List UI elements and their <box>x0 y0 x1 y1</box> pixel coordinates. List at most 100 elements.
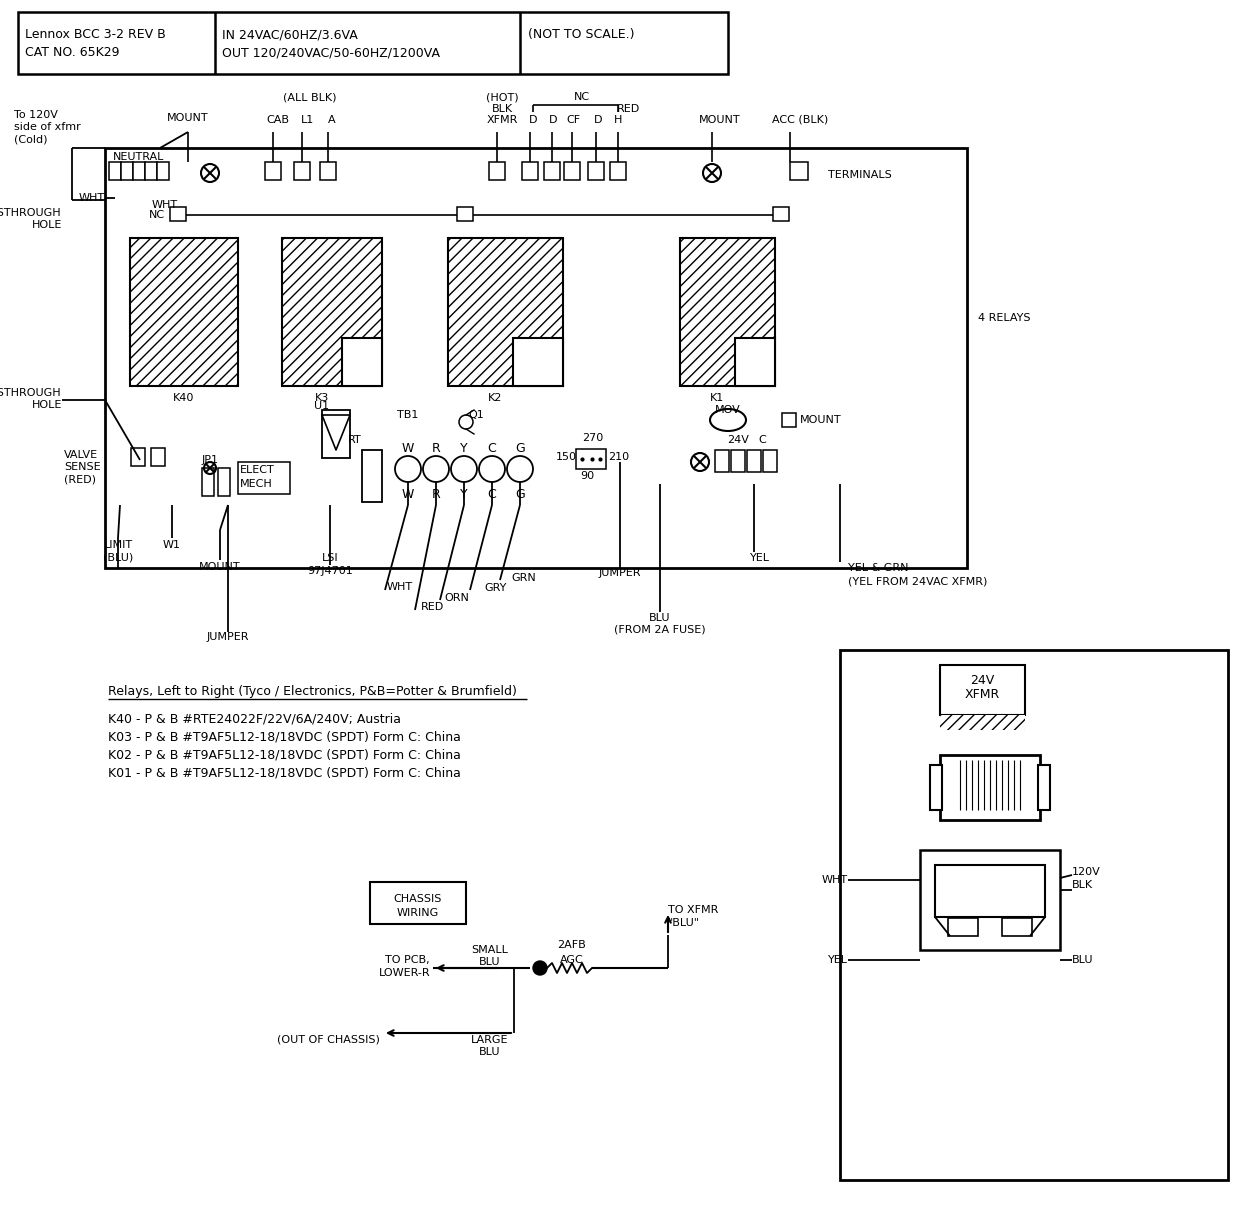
Text: G: G <box>515 442 525 454</box>
Text: "BLU": "BLU" <box>668 918 700 927</box>
Text: ELECT: ELECT <box>240 465 275 475</box>
Text: VALVE: VALVE <box>64 450 99 460</box>
Bar <box>840 649 1228 1180</box>
Text: BLK: BLK <box>1072 880 1093 890</box>
Text: HOLE: HOLE <box>31 220 62 229</box>
Text: MOUNT: MOUNT <box>800 415 841 425</box>
Bar <box>790 161 807 180</box>
Text: SENSE: SENSE <box>64 463 101 472</box>
Text: CAT NO. 65K29: CAT NO. 65K29 <box>25 46 120 59</box>
Text: D: D <box>594 115 603 125</box>
Text: L1: L1 <box>301 115 314 125</box>
Text: CF: CF <box>565 115 580 125</box>
Text: MECH: MECH <box>240 480 273 489</box>
Text: G: G <box>515 488 525 500</box>
Text: Lennox BCC 3-2 REV B: Lennox BCC 3-2 REV B <box>25 28 166 41</box>
Bar <box>322 410 349 458</box>
Bar <box>218 469 230 497</box>
Text: ACC (BLK): ACC (BLK) <box>771 115 829 125</box>
Bar <box>748 450 761 472</box>
Bar <box>513 337 563 386</box>
Text: LIMIT: LIMIT <box>104 540 132 550</box>
Bar <box>735 337 775 386</box>
Text: 24V: 24V <box>728 435 749 446</box>
Text: (BLU): (BLU) <box>102 552 134 562</box>
Text: YEL: YEL <box>750 554 770 563</box>
Text: TO XFMR: TO XFMR <box>668 904 719 915</box>
Text: YEL & GRN: YEL & GRN <box>847 563 909 573</box>
Text: BLU: BLU <box>1072 955 1093 965</box>
Text: MOUNT: MOUNT <box>699 115 741 125</box>
Text: BLU: BLU <box>649 613 670 623</box>
Text: K1: K1 <box>710 393 724 403</box>
Text: MOV: MOV <box>715 405 741 415</box>
Circle shape <box>533 961 547 975</box>
Bar <box>170 208 186 221</box>
Text: 90: 90 <box>580 471 594 481</box>
Bar <box>948 918 978 936</box>
Text: C: C <box>488 442 497 454</box>
Bar <box>282 238 382 386</box>
Text: K40 - P & B #RTE24022F/22V/6A/240V; Austria: K40 - P & B #RTE24022F/22V/6A/240V; Aust… <box>109 713 401 726</box>
Text: Y: Y <box>461 488 468 500</box>
Text: A: A <box>328 115 336 125</box>
Text: K02 - P & B #T9AF5L12-18/18VDC (SPDT) Form C: China: K02 - P & B #T9AF5L12-18/18VDC (SPDT) Fo… <box>109 749 461 762</box>
Text: R: R <box>432 442 441 454</box>
Bar <box>588 161 604 180</box>
Text: AGC: AGC <box>560 955 584 965</box>
Text: (RED): (RED) <box>64 473 96 484</box>
Bar <box>448 238 563 386</box>
Text: 270: 270 <box>583 433 604 443</box>
Text: SMALL: SMALL <box>472 944 508 955</box>
Bar <box>145 161 157 180</box>
Text: K40: K40 <box>173 393 195 403</box>
Text: K3: K3 <box>314 393 329 403</box>
Text: 150: 150 <box>557 452 577 463</box>
Text: (FROM 2A FUSE): (FROM 2A FUSE) <box>614 625 706 635</box>
Bar <box>544 161 560 180</box>
Bar <box>131 448 145 466</box>
Text: HOLE: HOLE <box>31 399 62 410</box>
Text: JP1: JP1 <box>201 455 218 465</box>
Text: TB1: TB1 <box>397 410 418 420</box>
Bar <box>935 866 1045 917</box>
Text: W: W <box>402 442 414 454</box>
Text: YEL: YEL <box>827 955 847 965</box>
Bar <box>763 450 778 472</box>
Bar <box>513 337 563 386</box>
Text: RED: RED <box>617 104 640 114</box>
Text: K03 - P & B #T9AF5L12-18/18VDC (SPDT) Form C: China: K03 - P & B #T9AF5L12-18/18VDC (SPDT) Fo… <box>109 731 461 744</box>
Bar <box>680 238 775 386</box>
Bar <box>342 337 382 386</box>
Text: WHT: WHT <box>79 193 105 203</box>
Text: OUT 120/240VAC/50-60HZ/1200VA: OUT 120/240VAC/50-60HZ/1200VA <box>222 46 441 59</box>
Text: LSI: LSI <box>322 554 338 563</box>
Bar <box>157 161 168 180</box>
Bar <box>121 161 134 180</box>
Bar <box>265 161 281 180</box>
Bar <box>731 450 745 472</box>
Bar <box>940 665 1025 715</box>
Text: (YEL FROM 24VAC XFMR): (YEL FROM 24VAC XFMR) <box>847 577 987 588</box>
Bar <box>319 161 336 180</box>
Text: WHT: WHT <box>387 582 413 592</box>
Text: XFMR: XFMR <box>487 115 518 125</box>
Text: NC: NC <box>574 92 590 102</box>
Bar <box>564 161 580 180</box>
Text: CAB: CAB <box>267 115 290 125</box>
Text: BLU: BLU <box>479 1046 500 1057</box>
Bar <box>151 448 165 466</box>
Text: D: D <box>529 115 537 125</box>
Bar <box>610 161 626 180</box>
Text: RED: RED <box>421 602 443 612</box>
Text: side of xfmr: side of xfmr <box>14 121 81 132</box>
Text: BLK: BLK <box>492 104 513 114</box>
Bar <box>940 715 1025 730</box>
Text: 120V: 120V <box>1072 867 1101 877</box>
Text: U1: U1 <box>314 401 329 412</box>
Text: (ALL BLK): (ALL BLK) <box>283 92 337 102</box>
Bar <box>920 850 1060 951</box>
Text: WHT: WHT <box>822 875 847 885</box>
Bar <box>1002 918 1032 936</box>
Text: Relays, Left to Right (Tyco / Electronics, P&B=Potter & Brumfield): Relays, Left to Right (Tyco / Electronic… <box>109 685 517 698</box>
